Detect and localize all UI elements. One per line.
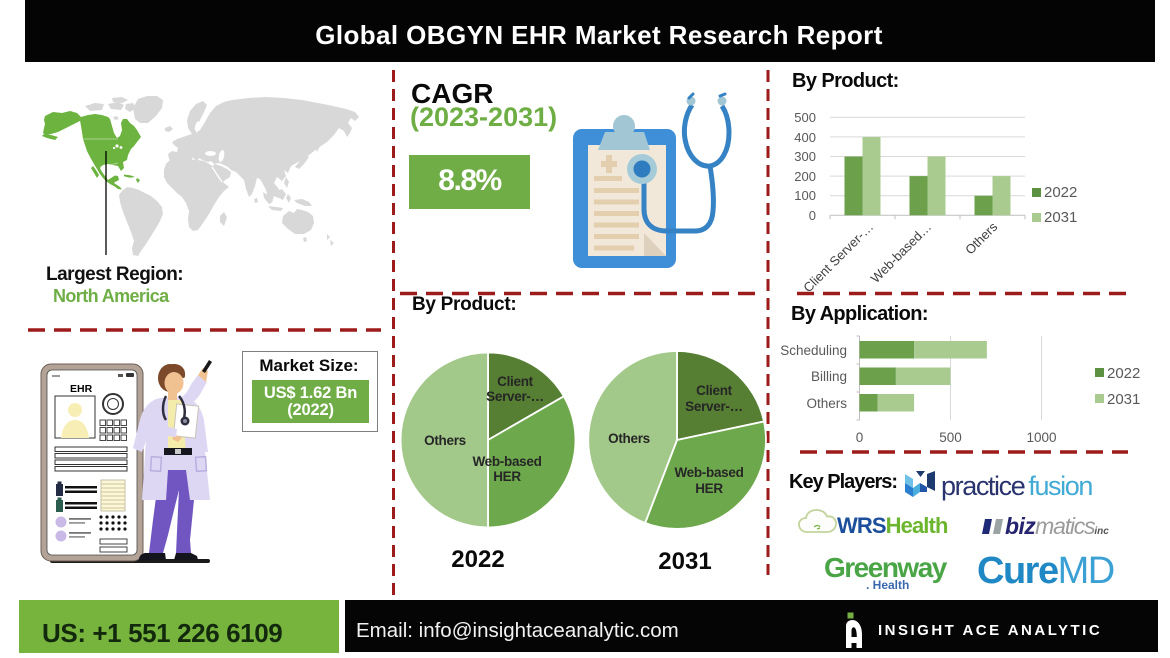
svg-text:EHR: EHR <box>70 383 93 395</box>
